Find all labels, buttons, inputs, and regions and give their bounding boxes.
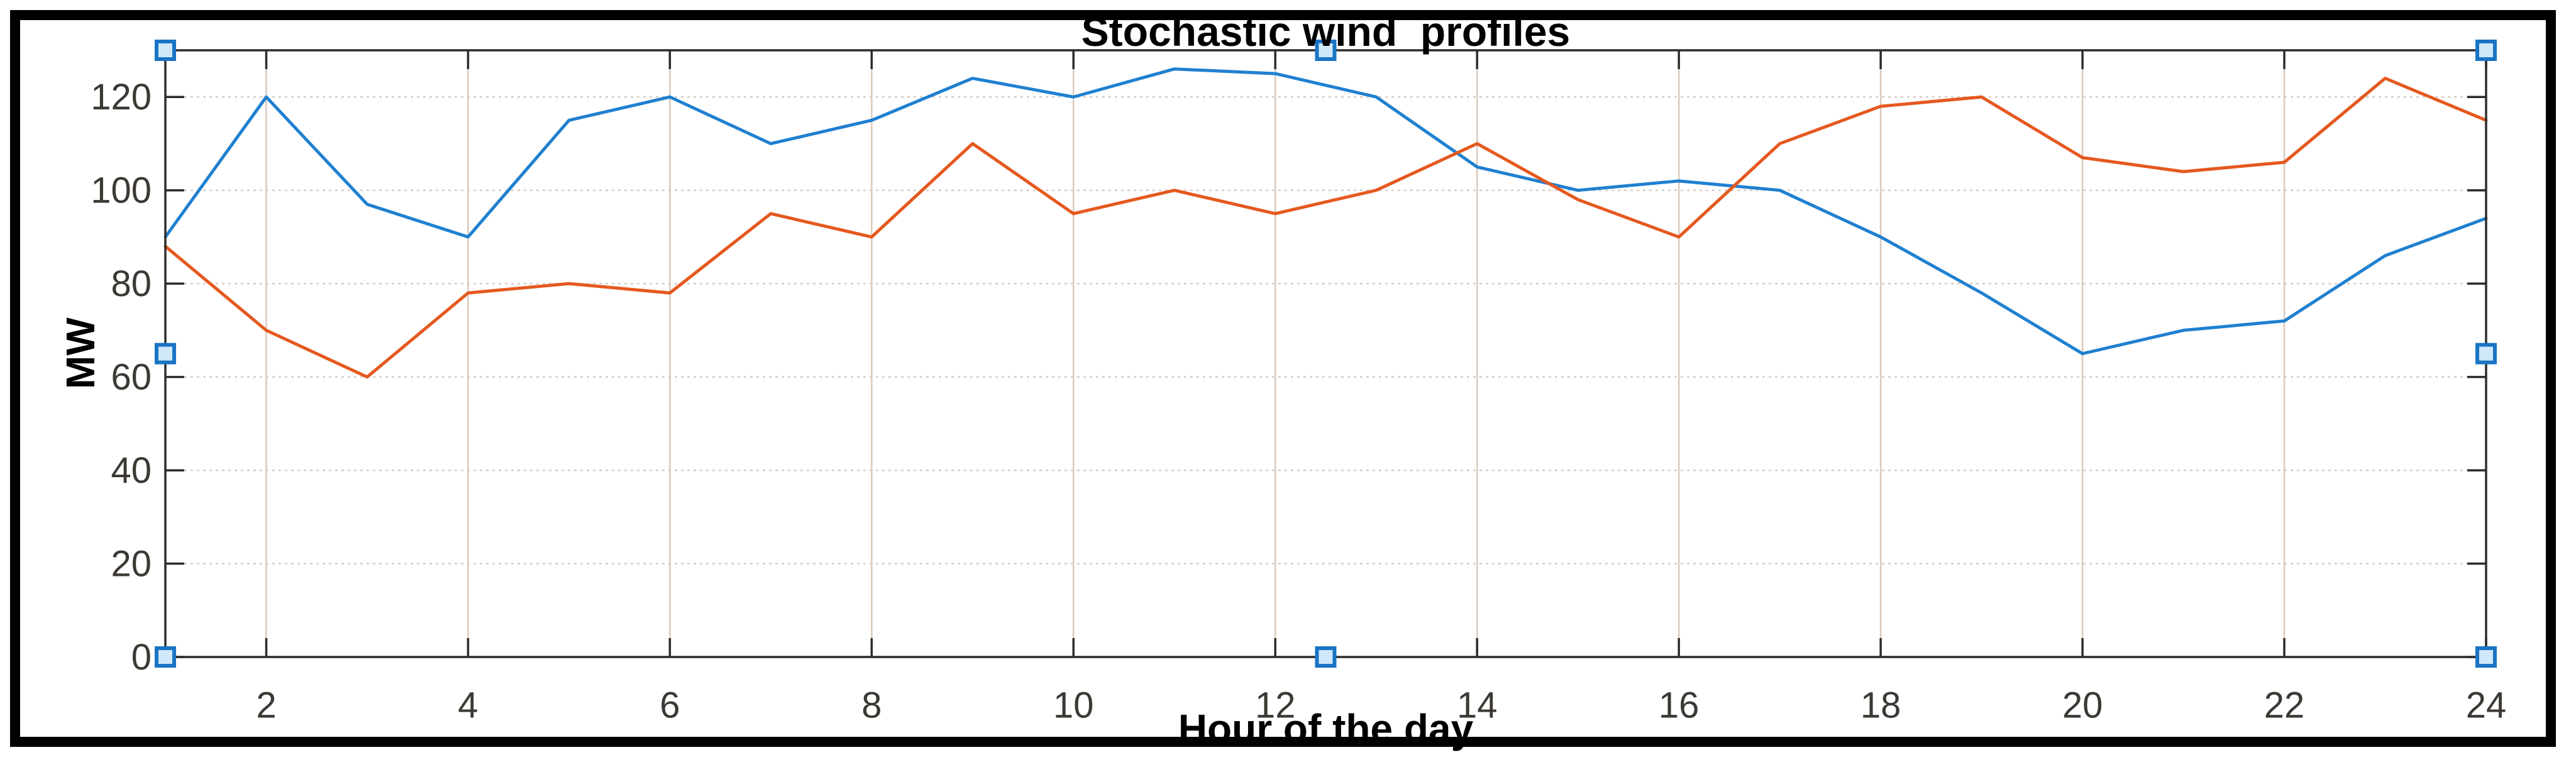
y-axis-label: MW (58, 317, 103, 389)
y-tick-label: 20 (111, 544, 152, 585)
x-tick-label: 8 (861, 685, 882, 726)
selection-handle-bottom-left[interactable] (155, 646, 176, 668)
wind-profile-2-line[interactable] (163, 77, 2488, 379)
x-tick-label: 22 (2264, 685, 2305, 726)
selection-handle-top-left[interactable] (155, 40, 176, 61)
y-tick-label: 120 (91, 77, 152, 118)
chart-title: Stochastic wind profiles (1081, 8, 1571, 55)
x-tick-label: 2 (256, 685, 276, 726)
selection-handle-top-center[interactable] (1315, 40, 1337, 61)
y-tick-label: 80 (111, 263, 152, 304)
selection-handle-bottom-right[interactable] (2475, 646, 2497, 668)
wind-profile-1-line[interactable] (163, 67, 2488, 355)
x-tick-label: 18 (1860, 685, 1901, 726)
x-tick-label: 24 (2466, 685, 2507, 726)
selection-handle-mid-left[interactable] (155, 343, 176, 365)
x-tick-label: 14 (1457, 685, 1498, 726)
x-tick-label: 4 (458, 685, 478, 726)
plot-area[interactable] (165, 50, 2486, 657)
x-tick-label: 10 (1053, 685, 1094, 726)
y-tick-label: 40 (111, 450, 152, 491)
x-axis-label: Hour of the day (1178, 706, 1474, 751)
x-tick-label: 6 (660, 685, 680, 726)
x-tick-label: 16 (1659, 685, 1700, 726)
selection-handle-bottom-center[interactable] (1315, 646, 1337, 668)
y-tick-label: 60 (111, 357, 152, 398)
y-tick-label: 100 (91, 170, 152, 211)
y-tick-label: 0 (131, 637, 152, 678)
x-tick-label: 20 (2062, 685, 2103, 726)
selection-handle-mid-right[interactable] (2475, 343, 2497, 365)
selection-handle-top-right[interactable] (2475, 40, 2497, 61)
x-tick-label: 12 (1255, 685, 1296, 726)
